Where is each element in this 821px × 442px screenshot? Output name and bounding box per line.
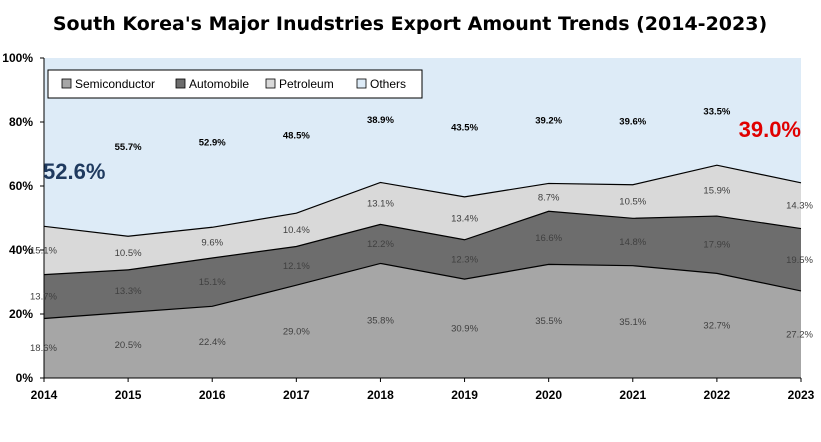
area-others [44,58,801,237]
legend-swatch-petroleum [265,78,276,89]
data-label-semiconductor: 22.4% [199,337,226,348]
x-tick-label: 2022 [704,388,731,402]
axes-group: 0% 20% 40% 60% 80% 100% 2014 2015 2016 2017 2018 20… [2,51,814,402]
data-label-semiconductor: 27.2% [786,329,813,340]
annotation-others-2014: 52.6% [43,159,105,184]
data-label-semiconductor: 30.9% [451,324,478,335]
data-label-automobile: 15.1% [199,277,226,288]
data-label-others: 33.5% [703,107,730,118]
area-semiconductor [44,263,801,378]
data-label-others: 55.7% [115,142,142,153]
data-label-petroleum: 8.7% [538,192,560,203]
line-semiconductor-top [43,262,802,320]
data-label-petroleum: 9.6% [201,238,223,249]
data-labels-group: 18.6% 20.5% 22.4% 29.0% 35.8% 30.9% 35.5% 35.1%… [30,107,814,355]
legend-swatch-others [356,78,367,89]
area-automobile [44,211,801,319]
x-tick-label: 2014 [31,388,58,402]
line-petroleum-top [43,164,802,237]
y-tick-label: 80% [9,115,33,129]
data-label-semiconductor: 18.6% [30,343,57,354]
x-tick-label: 2017 [283,388,310,402]
y-tick-label: 40% [9,243,33,257]
data-label-automobile: 12.2% [367,239,394,250]
data-label-petroleum: 10.5% [619,197,646,208]
data-label-petroleum: 10.5% [115,248,142,259]
legend-label-automobile: Automobile [189,77,249,91]
x-tick-label: 2023 [788,388,815,402]
area-series-group [43,58,802,378]
y-tick-label: 100% [2,51,33,65]
x-tick-label: 2016 [199,388,226,402]
data-label-automobile: 12.3% [451,254,478,265]
data-label-automobile: 19.5% [786,255,813,266]
y-tick-label: 20% [9,307,33,321]
data-label-petroleum: 13.4% [451,213,478,224]
data-label-semiconductor: 20.5% [115,340,142,351]
legend-label-petroleum: Petroleum [279,77,334,91]
data-label-others: 48.5% [283,131,310,142]
data-label-semiconductor: 32.7% [703,321,730,332]
data-label-automobile: 12.1% [283,261,310,272]
data-label-petroleum: 15.1% [30,245,57,256]
data-label-petroleum: 15.9% [703,186,730,197]
data-label-automobile: 17.9% [703,240,730,251]
y-tick-label: 60% [9,179,33,193]
data-label-others: 43.5% [451,122,478,133]
data-label-automobile: 13.7% [30,292,57,303]
x-tick-label: 2019 [451,388,478,402]
x-tick-label: 2018 [367,388,394,402]
x-tick-label: 2020 [535,388,562,402]
x-tick-label: 2021 [619,388,646,402]
data-label-others: 52.9% [199,138,226,149]
data-label-automobile: 14.8% [619,237,646,248]
x-tick-label: 2015 [115,388,142,402]
legend-label-semiconductor: Semiconductor [75,77,155,91]
y-tick-label: 0% [16,371,34,385]
legend: Semiconductor Automobile Petroleum Others [47,69,423,99]
data-label-petroleum: 10.4% [283,225,310,236]
data-label-automobile: 16.6% [535,233,562,244]
data-label-semiconductor: 35.1% [619,317,646,328]
data-label-petroleum: 13.1% [367,198,394,209]
data-label-others: 38.9% [367,115,394,126]
legend-swatch-automobile [175,78,186,89]
data-label-petroleum: 14.3% [786,201,813,212]
data-label-others: 39.2% [535,116,562,127]
legend-swatch-semiconductor [61,78,72,89]
data-label-others: 39.6% [619,116,646,127]
legend-box [47,69,423,99]
data-label-semiconductor: 35.8% [367,316,394,327]
chart-title: South Korea's Major Inudstries Export Am… [53,13,767,35]
data-label-semiconductor: 29.0% [283,327,310,338]
line-automobile-top [43,210,802,276]
area-petroleum [44,165,801,275]
legend-label-others: Others [370,77,406,91]
data-label-semiconductor: 35.5% [535,316,562,327]
annotation-others-2023: 39.0% [739,117,801,142]
data-label-automobile: 13.3% [115,286,142,297]
